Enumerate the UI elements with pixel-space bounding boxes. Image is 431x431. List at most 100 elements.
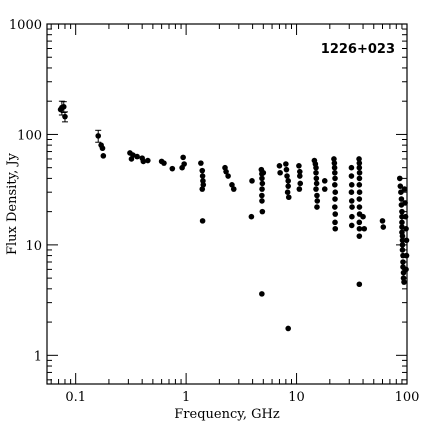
x-tick-label: 100 [395,390,420,405]
data-point [285,194,292,201]
data-point [356,189,363,195]
data-point [161,160,167,166]
data-point [356,175,363,182]
data-point [356,181,363,188]
data-point [285,183,291,189]
data-point [380,224,387,230]
data-point [396,175,403,182]
data-point [356,233,363,239]
data-points [57,100,410,332]
data-point [259,175,265,182]
data-point [398,196,405,202]
data-point [348,181,355,188]
x-tick-label: 0.1 [65,390,86,405]
data-point [62,113,68,120]
data-point [356,169,363,176]
data-point [259,192,265,199]
data-point [313,180,320,187]
y-tick-label: 100 [17,128,42,143]
data-point [283,161,289,167]
data-point [349,204,355,210]
data-point [179,164,185,171]
data-point [348,198,355,204]
data-point [199,186,206,192]
data-point [259,291,265,297]
data-point [314,192,320,199]
data-point [379,218,386,224]
data-point [314,198,321,204]
data-point [95,133,102,139]
data-point [332,219,338,226]
data-point [313,175,320,182]
data-point [276,163,283,169]
data-point [145,157,151,164]
data-point [199,173,206,179]
data-point [331,160,338,166]
data-point [332,189,339,195]
data-point [199,167,206,174]
data-point [356,281,363,288]
y-tick-label: 1 [34,349,42,364]
data-point [399,208,405,215]
data-point [356,219,363,226]
data-point [348,222,355,229]
data-point [259,198,265,204]
x-tick-label: 1 [182,390,190,405]
data-point [332,225,339,232]
data-point [332,196,338,202]
data-point [297,173,303,179]
data-point [284,189,291,195]
data-point [356,160,363,166]
data-point [321,178,328,184]
data-point [402,213,409,220]
data-point [399,233,406,239]
data-point [260,169,267,176]
data-point [402,200,408,206]
data-point [139,155,145,161]
data-point [229,181,235,188]
x-tick-label: 10 [288,390,305,405]
y-tick-label: 10 [25,239,42,254]
data-point [401,186,408,192]
data-point [332,181,338,188]
data-point [403,225,409,232]
data-point [99,145,106,152]
data-point [403,237,410,244]
y-axis-label: Flux Density, Jy [5,152,20,255]
y-tick-label: 1000 [9,18,42,33]
data-point [284,173,290,179]
data-point [356,156,362,162]
data-point [401,279,407,285]
data-point [180,154,186,161]
data-point [399,242,406,248]
data-point [332,204,338,210]
data-point [100,153,107,159]
data-point [313,186,319,192]
data-point [356,196,363,202]
data-point [331,156,337,162]
axis-ticks [47,23,408,384]
data-point [199,218,206,224]
data-point [356,204,363,210]
data-point [259,208,266,215]
data-point [134,153,140,160]
data-point [403,252,410,259]
data-point [200,181,207,188]
x-axis-label: Frequency, GHz [174,407,280,422]
data-point [198,160,204,166]
data-point [398,189,404,195]
data-point [331,164,338,171]
data-point [249,178,255,184]
data-point [400,259,406,265]
plot-frame [46,23,408,385]
data-point [285,178,291,184]
data-point [403,266,409,273]
source-annotation: 1226+023 [321,42,395,57]
data-point [296,186,303,192]
data-point [296,163,302,169]
data-point [297,180,304,187]
data-point [169,165,176,172]
data-point [348,164,355,171]
data-point [225,173,231,179]
